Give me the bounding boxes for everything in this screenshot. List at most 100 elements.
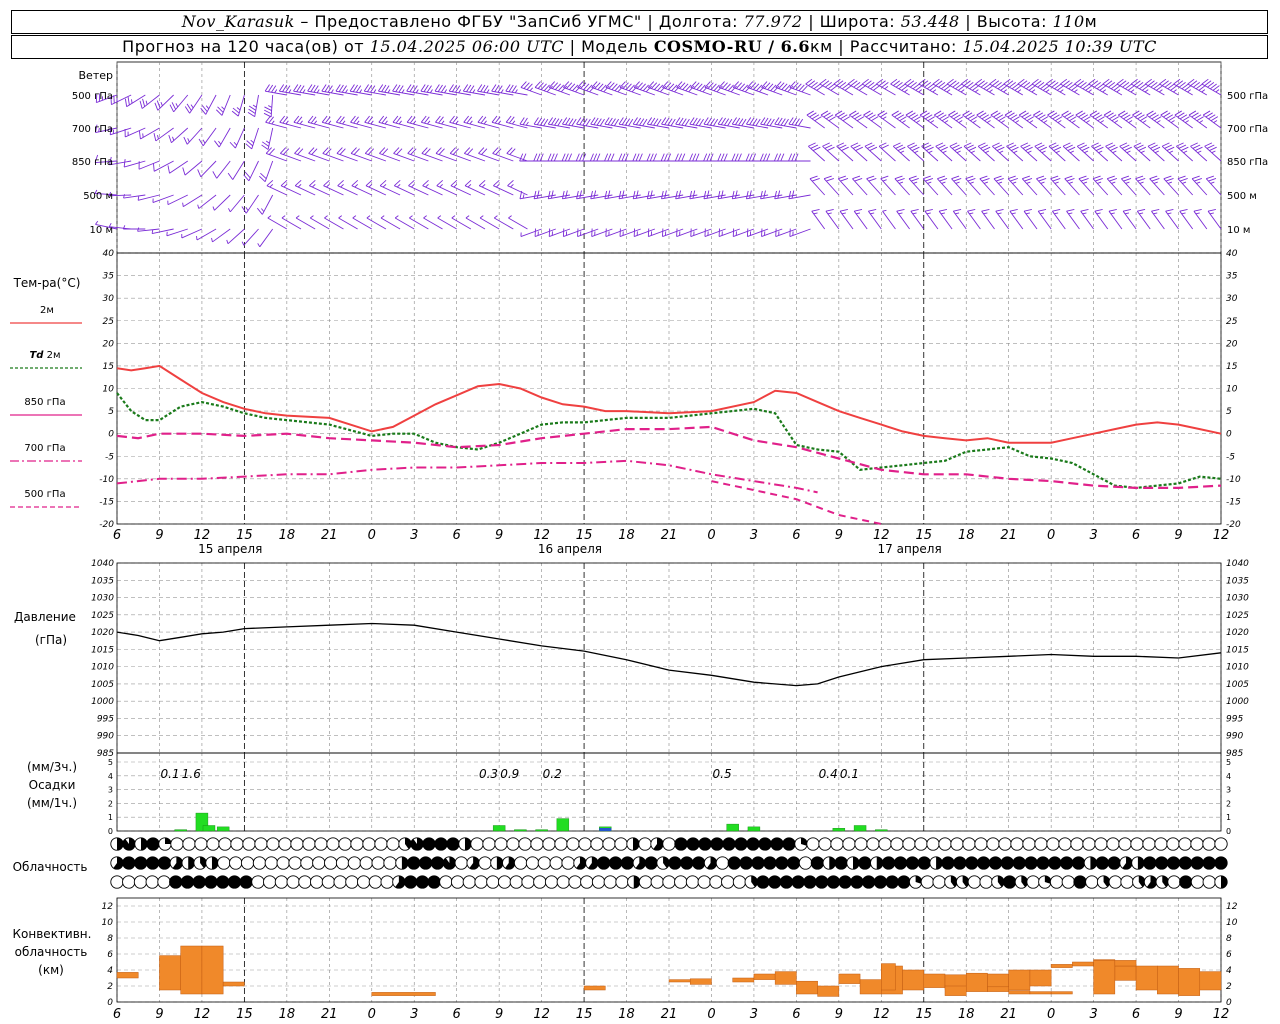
cloud-fill-full [1073,875,1087,889]
wind-barb-feather [1036,144,1045,149]
wind-barb-feather [828,116,836,122]
cloud-fill-full [427,875,441,889]
cloud-symbol [905,856,920,870]
wind-barb [257,228,274,248]
wind-barb-feather [583,83,590,90]
legend-label: 850 гПа [24,397,65,408]
cloud-symbol [573,856,587,870]
wind-barb-feather [654,83,661,90]
cloud-fill-part [1044,875,1052,884]
cloud-fill-part [165,837,172,844]
cloud-symbol [632,856,646,870]
header-line-1: Nov_Karasuk – Предоставлено ФГБУ "ЗапСиб… [11,10,1268,34]
wind-barb [479,215,500,230]
wind-barb-feather [259,175,266,183]
wind-barb-feather [1042,85,1050,91]
wind-barb-feather [704,81,711,88]
wind-barb-feather [834,110,843,116]
wind-barb-feather [321,115,328,123]
cloud-symbol [908,875,923,889]
wind-barb-half-feather [999,150,1004,154]
y-tick-label-right: 1020 [1226,628,1249,638]
cloud-symbol [430,856,445,870]
cloud-fill-full [1060,856,1073,870]
wind-barb-feather [639,83,646,90]
wind-barb-feather [1151,208,1160,212]
wind-barb [1088,78,1108,96]
wind-barb-feather [308,147,315,154]
cloud-circle [1010,837,1024,851]
wind-barb [197,160,217,178]
cloud-symbol [721,875,735,889]
wind-barb [520,81,542,96]
wind-barb [1165,208,1179,230]
wind-barb-feather [1066,208,1075,212]
wind-barb-feather [1110,146,1118,151]
wind-barb-half-feather [342,120,346,125]
conv-cloud-bar [159,955,181,991]
wind-barb-feather [1094,114,1103,120]
wind-barb-feather [547,190,551,199]
wind-barb-feather [1121,144,1130,149]
wind-barb-feather [599,118,605,127]
cloud-symbol [347,856,362,870]
wind-barb [789,81,811,96]
wind-barb-half-feather [233,141,238,146]
wind-barb-feather [350,115,356,123]
wind-barb [137,227,160,232]
wind-barb-feather [780,118,786,126]
wind-barb-feather [351,180,359,187]
cloud-symbol [698,837,712,851]
wind-barb-feather [631,85,638,93]
wind-barb-feather [929,85,937,91]
y-tick-label-left: 995 [97,714,114,724]
wind-barb-feather [863,110,871,116]
wind-barb [1047,110,1066,129]
wind-barb-feather [919,110,928,116]
wind-barb-feather [898,83,906,90]
wind-barb [1048,142,1066,162]
wind-barb-feather [1022,144,1031,149]
wind-barb-staff [338,217,358,230]
wind-barb [1174,110,1193,129]
cloud-circle [890,837,904,851]
wind-barb-feather [311,148,318,155]
wind-barb-feather [212,171,218,179]
wind-barb-feather [1191,175,1200,180]
cloud-circle [1142,837,1156,851]
cloud-fill-part [936,856,943,870]
wind-barb-half-feather [382,184,387,188]
cloud-fill-full [686,837,700,851]
wind-barb [646,117,670,129]
wind-barb-feather [738,118,744,126]
wind-barb-feather [939,177,948,182]
cloud-circle [938,837,952,851]
cloud-circle [602,837,616,851]
wind-barb [463,147,486,162]
wind-barb-feather [868,177,877,182]
wind-barb-feather [522,153,527,162]
wind-barb-half-feather [930,120,935,123]
cloud-fill-full [734,837,748,851]
x-tick-label: 18 [618,528,635,543]
wind-barb-feather [910,208,919,212]
wind-barb-feather [1031,78,1039,85]
wind-barb-feather [576,190,579,199]
cloud-fill-part [588,856,599,870]
wind-barb-feather [124,98,128,107]
wind-barb-feather [957,85,965,91]
x-tick-label: 3 [1089,1007,1097,1022]
wind-barb [280,180,302,196]
cloud-fill-full [918,856,931,870]
wind-barb [1045,78,1066,96]
cloud-fill-part [962,875,969,888]
wind-barb-feather [519,153,524,162]
wind-barb-feather [450,180,458,187]
wind-barb-feather [869,146,878,151]
wind-barb [245,127,259,150]
model-name: COSMO-RU / 6.6 [653,37,810,56]
cloud-symbol [680,856,694,870]
cloud-symbol [1061,875,1075,889]
wind-barb-feather [607,190,611,199]
wind-barb-feather [633,81,640,88]
